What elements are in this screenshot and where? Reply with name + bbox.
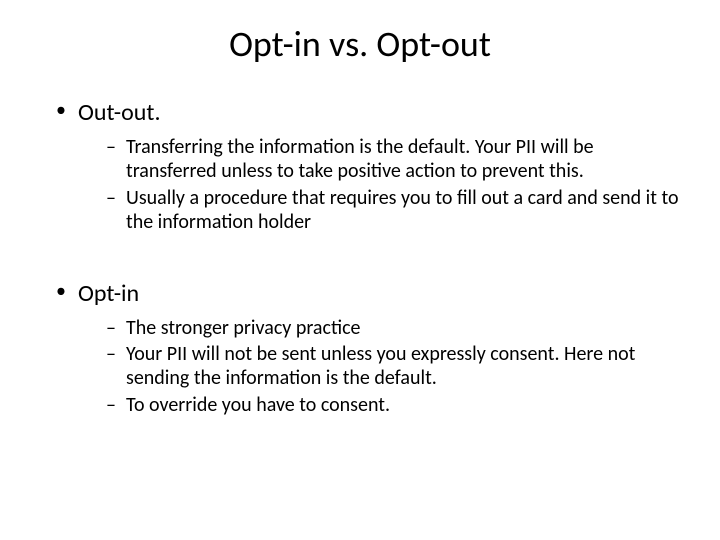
section-optout: Out-out. Transferring the information is… — [48, 98, 680, 235]
slide-title: Opt-in vs. Opt-out — [40, 22, 680, 66]
bullet-item: The stronger privacy practice — [78, 316, 680, 340]
section-spacer — [48, 261, 680, 279]
bullet-list: Transferring the information is the defa… — [78, 135, 680, 235]
bullet-list: The stronger privacy practice Your PII w… — [78, 316, 680, 418]
heading-text: Out-out. — [78, 98, 161, 127]
slide-content: Out-out. Transferring the information is… — [40, 98, 680, 417]
bullet-item: Transferring the information is the defa… — [78, 135, 680, 184]
bullet-item: Your PII will not be sent unless you exp… — [78, 342, 680, 391]
section-optin: Opt-in The stronger privacy practice You… — [48, 279, 680, 418]
slide-container: Opt-in vs. Opt-out Out-out. Transferring… — [0, 0, 720, 540]
section-heading: Opt-in The stronger privacy practice You… — [48, 279, 680, 418]
heading-text: Opt-in — [78, 279, 139, 308]
bullet-item: Usually a procedure that requires you to… — [78, 186, 680, 235]
bullet-item: To override you have to consent. — [78, 393, 680, 417]
section-heading: Out-out. Transferring the information is… — [48, 98, 680, 235]
